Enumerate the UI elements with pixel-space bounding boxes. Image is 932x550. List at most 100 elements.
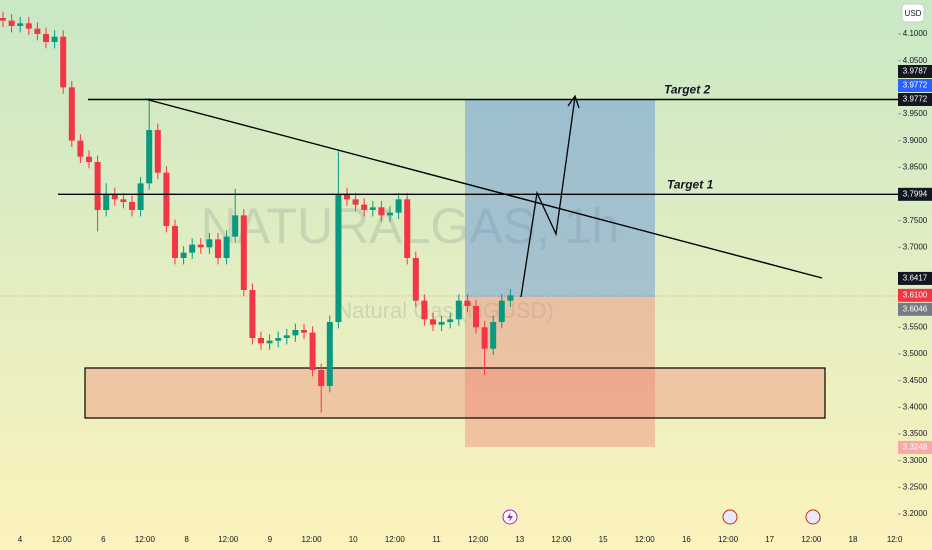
x-tick-label: 4: [18, 535, 23, 544]
candle-body: [481, 327, 488, 349]
candle-body: [240, 215, 247, 290]
currency-box[interactable]: [901, 3, 925, 23]
y-tick-label: 3.9500: [903, 109, 928, 118]
candle-body: [94, 162, 101, 210]
price-label-box: [898, 440, 932, 454]
candle-body: [17, 23, 24, 26]
arrow-head: [567, 94, 580, 109]
candle-body: [68, 87, 75, 141]
y-tick-label: 3.2500: [903, 482, 928, 491]
candle-body: [163, 172, 170, 226]
x-tick-label: 12:00: [635, 535, 656, 544]
candle-body: [369, 207, 376, 210]
profit-zone: [465, 100, 655, 297]
target-label: Target 2: [664, 83, 711, 97]
candle-body: [206, 239, 213, 248]
candle-body: [0, 18, 6, 21]
candle-body: [77, 140, 84, 157]
candle-body: [387, 212, 393, 216]
candle-body: [464, 300, 471, 306]
candle-body: [266, 340, 273, 344]
candle-body: [86, 156, 92, 162]
candle-body: [318, 370, 325, 386]
x-tick-label: 11: [432, 535, 441, 544]
x-tick-label: 17: [765, 535, 774, 544]
candle-body: [326, 322, 333, 386]
y-tick-label: 3.5000: [903, 349, 928, 358]
flag-icon[interactable]: [722, 509, 738, 525]
lightning: [507, 512, 513, 522]
candle-body: [249, 290, 256, 338]
candle-body: [111, 194, 118, 200]
candle-body: [146, 130, 153, 184]
candle-body: [455, 300, 462, 320]
candle-body: [103, 194, 110, 210]
x-tick-label: 13: [515, 535, 524, 544]
candle-body: [344, 194, 350, 200]
x-tick-label: 12:00: [302, 535, 323, 544]
price-label: 3.9772: [903, 81, 928, 90]
candle-body: [197, 244, 204, 248]
candle-body: [412, 258, 419, 301]
x-tick-label: 6: [101, 535, 106, 544]
demand-zone: [84, 367, 826, 419]
candle-body: [180, 252, 187, 258]
price-label-box: [898, 92, 932, 106]
price-label-box: [898, 64, 932, 78]
y-tick-label: 4.0500: [903, 56, 928, 65]
candle-body: [378, 207, 385, 216]
price-label: 3.9772: [903, 95, 928, 104]
candle-body: [438, 322, 445, 325]
y-tick-label: 3.5500: [903, 322, 928, 331]
candle-body: [232, 215, 239, 237]
candle-body: [34, 28, 41, 34]
x-tick-label: 8: [184, 535, 189, 544]
candle-body: [215, 239, 221, 258]
y-tick-label: 3.3000: [903, 456, 928, 465]
price-label: 3.9787: [903, 67, 928, 76]
price-label-box: [898, 78, 932, 92]
candle-body: [361, 204, 368, 210]
x-tick-label: 12:0: [887, 535, 903, 544]
y-tick-label: 3.7500: [903, 216, 928, 225]
currency: USD: [905, 9, 922, 18]
candle-body: [223, 236, 230, 258]
price-label: 3.3248: [903, 443, 928, 452]
x-tick-label: 12:00: [801, 535, 822, 544]
y-tick-label: 3.2000: [903, 509, 928, 518]
y-tick-label: 4.1000: [903, 29, 928, 38]
y-tick-label: 3.4000: [903, 402, 928, 411]
x-tick-label: 12:00: [385, 535, 406, 544]
x-tick-label: 12:00: [468, 535, 489, 544]
x-tick-label: 15: [599, 535, 608, 544]
flag-icon[interactable]: [805, 509, 821, 525]
target-label: Target 1: [667, 177, 714, 191]
candle-body: [129, 202, 135, 210]
x-tick-label: 12:00: [52, 535, 73, 544]
trend-line: [144, 98, 823, 279]
candle-body: [189, 244, 196, 253]
candle-body: [421, 300, 428, 320]
y-tick-label: 3.4500: [903, 376, 928, 385]
x-tick-label: 12:00: [135, 535, 156, 544]
candle-body: [404, 199, 411, 258]
candle-body: [172, 226, 178, 258]
price-label: 3.6417: [903, 274, 928, 283]
x-tick-label: 12:00: [551, 535, 572, 544]
y-tick-label: 3.7000: [903, 242, 928, 251]
candle-body: [154, 130, 161, 173]
price-label-box: [898, 302, 932, 316]
x-tick-label: 16: [682, 535, 691, 544]
candle-body: [430, 319, 436, 325]
y-tick-label: 3.9000: [903, 136, 928, 145]
price-label: 3.6100: [903, 290, 928, 299]
candle-body: [447, 319, 454, 322]
candle-body: [137, 183, 144, 210]
candle-body: [258, 338, 264, 344]
marks: [0, 11, 514, 413]
candle-body: [292, 330, 299, 336]
price-label-box: [898, 187, 932, 201]
candle-body: [51, 36, 58, 42]
x-tick-label: 10: [349, 535, 358, 544]
